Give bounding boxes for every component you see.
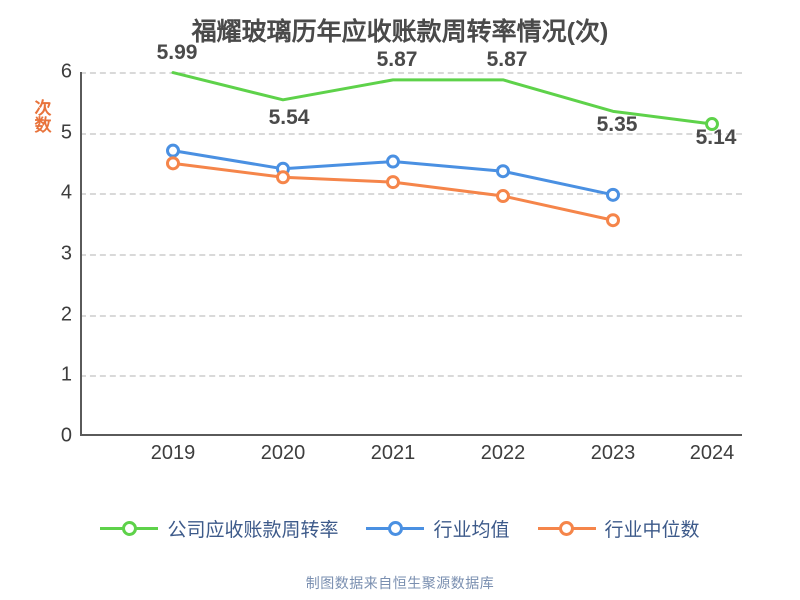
gridline: [80, 193, 742, 196]
plot-area: [80, 72, 742, 435]
y-tick: 1: [60, 363, 72, 386]
y-axis-label: 次数: [32, 100, 54, 134]
series-line: [171, 161, 615, 222]
x-tick: 2022: [480, 442, 526, 464]
series-point[interactable]: [496, 164, 510, 179]
data-label: 5.87: [486, 47, 528, 71]
data-label: 5.35: [596, 113, 638, 137]
gridline: [80, 375, 742, 378]
legend-label: 公司应收账款周转率: [167, 520, 339, 541]
data-label: 5.99: [156, 40, 198, 64]
x-tick: 2021: [370, 442, 416, 464]
series-point[interactable]: [496, 189, 510, 204]
y-tick: 0: [60, 424, 72, 447]
y-tick: 3: [60, 242, 72, 265]
gridline: [80, 314, 742, 317]
series-point[interactable]: [166, 143, 180, 158]
data-label: 5.87: [376, 47, 418, 71]
series-point[interactable]: [166, 156, 180, 171]
legend-marker: [387, 521, 403, 536]
chart-title: 福耀玻璃历年应收账款周转率情况(次): [191, 18, 609, 46]
legend-label: 行业均值: [433, 520, 510, 541]
series-point[interactable]: [606, 213, 620, 228]
legend-line-company: [100, 521, 159, 536]
series-point[interactable]: [276, 170, 290, 185]
y-tick: 2: [60, 303, 72, 326]
legend-marker: [559, 521, 574, 536]
series-point[interactable]: [386, 175, 400, 190]
y-axis-label-char: 次: [34, 99, 52, 118]
y-tick: 4: [60, 181, 72, 204]
x-axis-ticks: 2019 2020 2021 2022 2023 2024: [80, 442, 742, 472]
x-tick: 2019: [150, 442, 196, 464]
series-point[interactable]: [606, 187, 620, 202]
legend-label: 行业中位数: [604, 520, 700, 541]
data-label: 5.54: [268, 105, 310, 129]
y-tick: 5: [60, 121, 72, 144]
y-axis-label-char: 数: [34, 116, 52, 135]
y-axis-line: [80, 72, 82, 436]
gridline: [80, 254, 742, 256]
legend-item-industry-mean[interactable]: 行业均值: [366, 515, 510, 542]
legend-marker: [121, 521, 137, 536]
gridline: [80, 132, 742, 135]
legend-line-industry-mean: [366, 521, 425, 536]
series-point[interactable]: [705, 117, 719, 132]
legend-item-company[interactable]: 公司应收账款周转率: [100, 515, 338, 542]
chart-legend: 公司应收账款周转率 行业均值 行业中位数: [0, 515, 800, 542]
x-axis-line: [80, 434, 742, 436]
y-tick: 6: [60, 60, 72, 83]
series-line: [171, 71, 714, 126]
data-label: 5.14: [695, 126, 737, 150]
x-tick: 2024: [689, 442, 735, 464]
source-note: 制图数据来自恒生聚源数据库: [305, 575, 495, 591]
legend-item-industry-median[interactable]: 行业中位数: [537, 515, 700, 542]
legend-line-industry-median: [537, 521, 596, 536]
series-point[interactable]: [386, 154, 400, 169]
y-axis-ticks: 6 5 4 3 2 1 0: [28, 61, 72, 447]
gridline: [80, 72, 742, 74]
x-tick: 2023: [590, 442, 636, 464]
x-tick: 2020: [260, 442, 306, 464]
